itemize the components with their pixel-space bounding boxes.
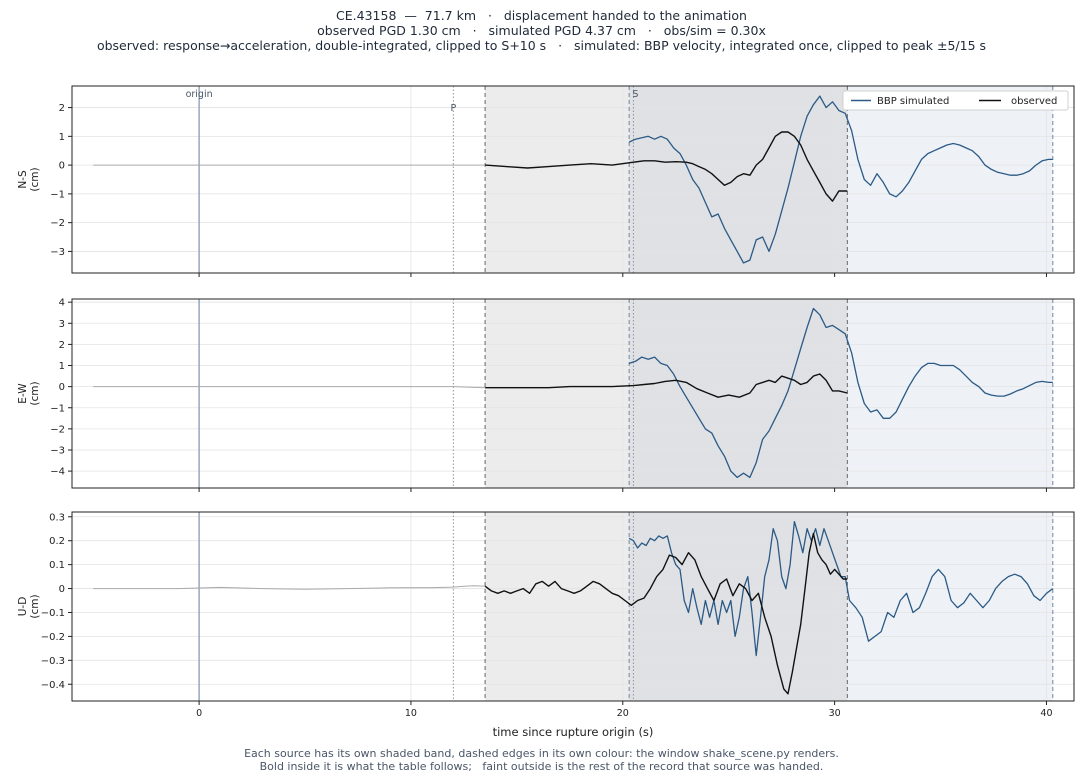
- footer-note-1: Each source has its own shaded band, das…: [244, 747, 839, 760]
- y-tick-label: 0: [59, 584, 65, 595]
- simulated-series-line: [628, 520, 1054, 657]
- legend-observed-label: observed: [1011, 96, 1057, 107]
- legend-box: [842, 90, 1069, 111]
- chart-footer: Each source has its own shaded band, das…: [0, 747, 1083, 773]
- y-tick-label: −2: [50, 218, 65, 229]
- y-axis-label: U-D(cm): [17, 594, 41, 618]
- panel-frame: [71, 298, 1075, 489]
- x-tick-label: 30: [829, 708, 841, 719]
- y-axis-label-component: U-D: [17, 597, 29, 617]
- y-axis-label: N-S(cm): [17, 167, 41, 191]
- footer-note-2: Bold inside it is what the table follows…: [259, 760, 824, 773]
- legend-simulated-label: BBP simulated: [877, 96, 949, 107]
- y-tick-label: −0.2: [41, 632, 65, 643]
- observed-series-line: [485, 373, 848, 398]
- y-tick-label: 0.2: [49, 536, 65, 547]
- panel-ud: −0.4 −0.3 −0.2 −0.1 0 0.1 0.2 0.3 0 10 20 30 40 U-D(c…: [17, 511, 1075, 719]
- origin-label: origin: [186, 89, 213, 100]
- y-tick-label: 0.1: [49, 560, 65, 571]
- s-label: S: [632, 89, 638, 100]
- overlap-window-band: [629, 86, 848, 273]
- header-title: CE.43158 — 71.7 km · displacement handed…: [336, 8, 747, 23]
- p-label: P: [450, 103, 456, 114]
- simulated-series-line: [628, 95, 1053, 264]
- y-tick-label: −0.3: [41, 656, 65, 667]
- y-tick-label: 4: [59, 298, 65, 309]
- simulated-series-line: [628, 307, 1053, 479]
- y-tick-label: 1: [59, 361, 65, 372]
- y-tick-label: −1: [50, 189, 65, 200]
- observed-faint-series-line: [93, 585, 486, 590]
- y-tick-label: −3: [50, 445, 65, 456]
- y-tick-label: 2: [59, 340, 65, 351]
- y-axis-label-unit: (cm): [29, 167, 41, 191]
- x-axis-label: time since rupture origin (s): [493, 725, 654, 739]
- header-pgd-summary: observed PGD 1.30 cm · simulated PGD 4.3…: [317, 23, 766, 38]
- y-tick-label: −0.4: [41, 680, 65, 691]
- y-tick-label: −1: [50, 403, 65, 414]
- y-tick-label: −3: [50, 247, 65, 258]
- x-tick-label: 20: [617, 708, 629, 719]
- y-tick-label: 0.3: [49, 512, 65, 523]
- panel-frame: [71, 85, 1075, 274]
- observed-faint-series-line: [93, 386, 486, 389]
- y-axis-label-component: N-S: [17, 170, 29, 189]
- y-axis-label: E-W(cm): [17, 381, 41, 405]
- x-tick-label: 10: [405, 708, 417, 719]
- panel-frame: [71, 511, 1075, 702]
- y-axis-label-component: E-W: [17, 383, 29, 404]
- x-tick-label: 40: [1040, 708, 1052, 719]
- y-tick-label: 3: [59, 319, 65, 330]
- chart-header: CE.43158 — 71.7 km · displacement handed…: [0, 8, 1083, 53]
- panel-ew: −4 −3 −2 −1 0 1 2 3 4 E-W(cm): [17, 298, 1075, 492]
- y-tick-label: 2: [59, 103, 65, 114]
- header-processing-note: observed: response→acceleration, double-…: [96, 38, 987, 53]
- panel-ns: origin P S −3 −2 −1 0 1 2 N-S(cm) BBP simulated obs…: [17, 85, 1075, 277]
- y-tick-label: 0: [59, 382, 65, 393]
- y-tick-label: −4: [50, 467, 65, 478]
- y-tick-label: −2: [50, 424, 65, 435]
- y-tick-label: −0.1: [41, 608, 65, 619]
- observed-series-line: [485, 131, 848, 202]
- y-axis-label-unit: (cm): [29, 594, 41, 618]
- legend: BBP simulated observed: [842, 90, 1069, 111]
- y-axis-label-unit: (cm): [29, 381, 41, 405]
- x-tick-label: 0: [196, 708, 202, 719]
- y-tick-label: 0: [59, 161, 65, 172]
- overlap-window-band: [629, 299, 848, 488]
- y-tick-label: 1: [59, 132, 65, 143]
- observed-series-line: [484, 532, 848, 695]
